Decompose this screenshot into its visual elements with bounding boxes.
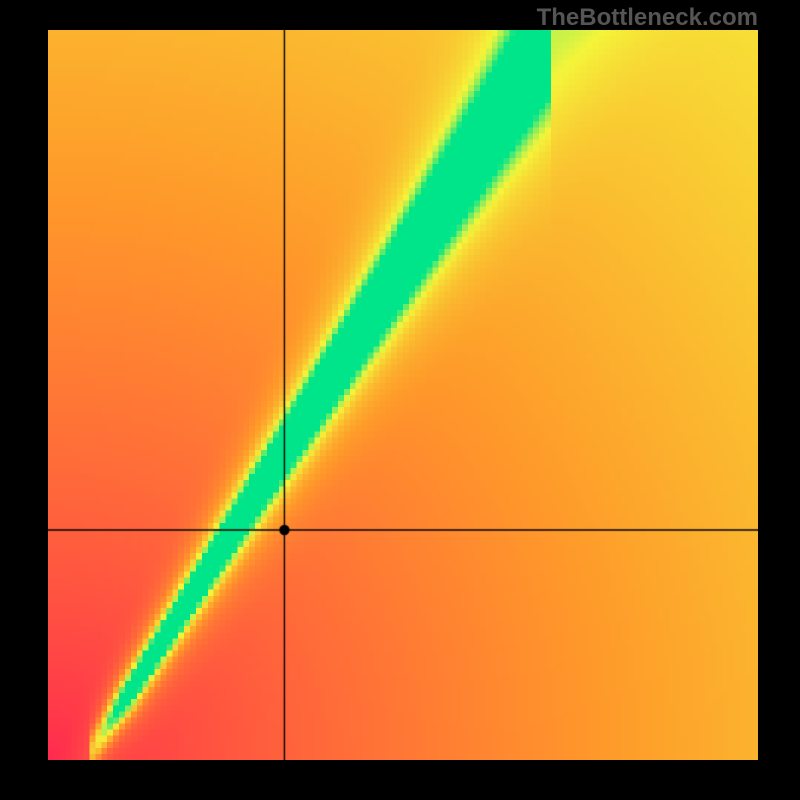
chart-container: TheBottleneck.com xyxy=(0,0,800,800)
bottleneck-heatmap xyxy=(48,30,758,760)
watermark-label: TheBottleneck.com xyxy=(537,4,758,32)
